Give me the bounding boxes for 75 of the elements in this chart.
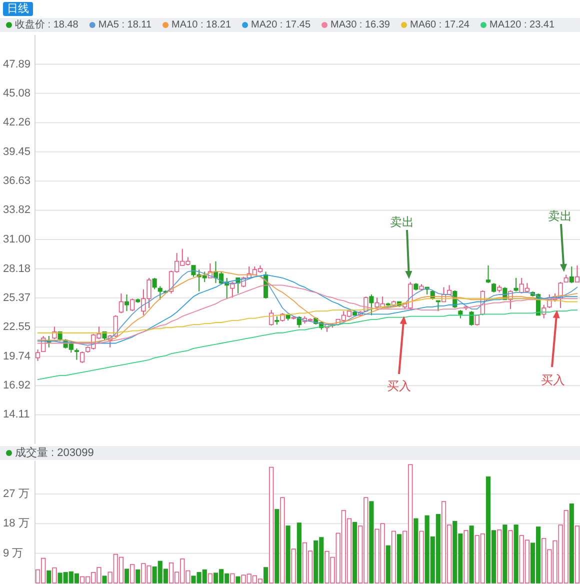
bar — [369, 501, 374, 584]
candlestick — [130, 298, 135, 312]
y-tick-label: 39.45 — [3, 146, 31, 158]
bar — [414, 518, 418, 584]
bar — [569, 503, 574, 584]
bar — [52, 567, 57, 584]
legend-label: MA20 : 17.45 — [251, 20, 311, 30]
bar — [497, 530, 502, 584]
annotation: 买入 — [387, 379, 411, 393]
bar — [574, 526, 580, 584]
y-tick-label: 31.00 — [3, 234, 31, 246]
candlestick — [118, 292, 124, 314]
y-tick-label: 45.08 — [3, 87, 31, 100]
bar — [46, 570, 52, 584]
bar — [274, 509, 280, 584]
bar — [264, 567, 268, 584]
bar — [396, 534, 402, 584]
y-tick-label: 16.92 — [3, 380, 31, 392]
legend-label: MA5 : 18.11 — [98, 20, 152, 30]
y-tick-label: 9 万 — [3, 547, 24, 560]
bar — [469, 526, 474, 584]
annotation: 卖出 — [390, 215, 414, 229]
candlestick — [486, 264, 491, 284]
y-tick-label: 27 万 — [3, 488, 30, 500]
bar — [230, 573, 235, 584]
bar — [291, 548, 296, 584]
legend-label: 收盘价 : 18.48 — [15, 18, 79, 30]
y-tick-label: 25.37 — [3, 292, 31, 304]
bar — [269, 466, 274, 584]
y-tick-label: 42.26 — [3, 116, 31, 129]
legend-label: MA10 : 18.21 — [172, 20, 232, 30]
annotation: 卖出 — [548, 209, 572, 223]
bar — [508, 530, 513, 584]
candlestick — [269, 310, 274, 326]
bar — [136, 569, 140, 584]
bar — [286, 526, 290, 584]
bar — [124, 568, 130, 584]
bar — [296, 522, 302, 584]
bar — [208, 573, 212, 584]
candlestick — [74, 348, 79, 360]
candlestick — [569, 266, 574, 284]
legend-label: MA120 : 23.41 — [489, 20, 555, 30]
candlestick — [124, 294, 130, 312]
bar — [419, 530, 424, 584]
legend-label: MA60 : 17.24 — [410, 20, 470, 30]
bar — [130, 564, 135, 584]
y-tick-label: 18 万 — [3, 518, 30, 530]
y-tick-label: 19.74 — [3, 350, 31, 362]
y-tick-label: 28.18 — [3, 262, 31, 275]
candlestick — [469, 310, 474, 326]
y-tick-label: 14.11 — [3, 408, 30, 421]
legend-label: MA30 : 16.39 — [330, 20, 390, 30]
candlestick — [574, 264, 580, 283]
y-tick-label: 22.55 — [3, 321, 31, 334]
chart-title: 日线 — [7, 2, 29, 15]
candlestick — [152, 277, 157, 290]
bar — [236, 576, 240, 584]
y-tick-label: 47.89 — [3, 58, 31, 70]
candlestick — [80, 351, 85, 364]
bar — [391, 530, 396, 584]
legend-label: 成交量 : 203099 — [15, 446, 94, 459]
candlestick — [369, 294, 374, 316]
annotation: 买入 — [541, 373, 565, 387]
candlestick — [35, 348, 40, 362]
bar — [386, 545, 390, 584]
candlestick — [514, 277, 518, 292]
bar — [102, 576, 107, 584]
bar — [514, 524, 518, 584]
bar — [280, 497, 285, 584]
candlestick — [492, 282, 496, 293]
bar — [352, 522, 358, 584]
y-tick-label: 33.82 — [3, 204, 31, 216]
bar — [502, 524, 508, 584]
bar — [464, 530, 468, 584]
y-tick-label: 36.63 — [3, 175, 31, 188]
